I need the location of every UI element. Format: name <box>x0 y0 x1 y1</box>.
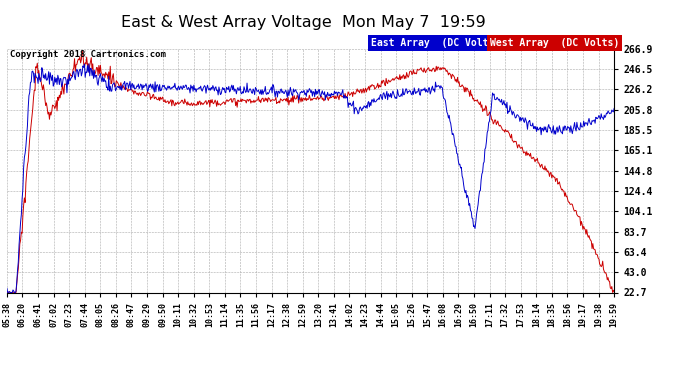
Text: East & West Array Voltage  Mon May 7  19:59: East & West Array Voltage Mon May 7 19:5… <box>121 15 486 30</box>
Text: Copyright 2018 Cartronics.com: Copyright 2018 Cartronics.com <box>10 50 166 59</box>
Text: East Array  (DC Volts): East Array (DC Volts) <box>371 38 500 48</box>
Text: West Array  (DC Volts): West Array (DC Volts) <box>490 38 619 48</box>
